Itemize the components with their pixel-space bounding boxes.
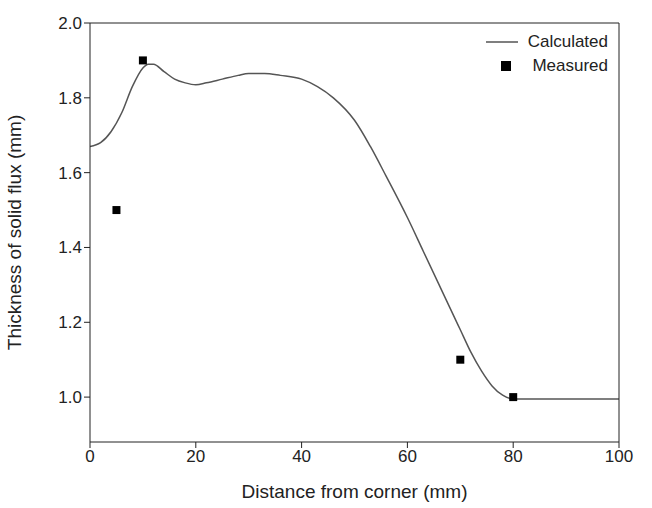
svg-text:1.0: 1.0	[58, 388, 82, 407]
svg-text:1.2: 1.2	[58, 313, 82, 332]
svg-text:2.0: 2.0	[58, 14, 82, 33]
svg-text:20: 20	[186, 447, 205, 466]
svg-text:80: 80	[504, 447, 523, 466]
svg-text:1.8: 1.8	[58, 89, 82, 108]
svg-text:60: 60	[398, 447, 417, 466]
html-text:Calculated: Calculated	[527, 32, 608, 51]
svg-text:100: 100	[605, 447, 633, 466]
svg-text:Distance from corner (mm): Distance from corner (mm)	[242, 481, 468, 502]
svg-text:1.4: 1.4	[58, 238, 82, 257]
svg-text:0: 0	[85, 447, 94, 466]
svg-text:40: 40	[292, 447, 311, 466]
svg-text:1.6: 1.6	[58, 164, 82, 183]
svg-text:Thickness of solid flux (mm): Thickness of solid flux (mm)	[4, 115, 25, 350]
html-text:Measured: Measured	[532, 56, 608, 75]
